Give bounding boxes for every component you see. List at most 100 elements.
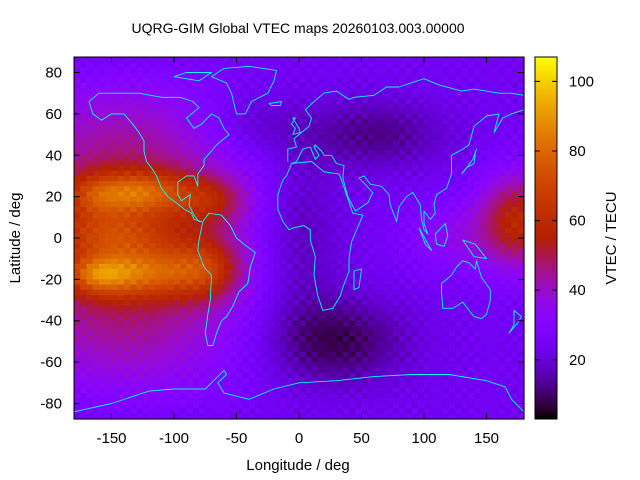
heatmap-cell — [180, 294, 188, 301]
heatmap-cell — [261, 93, 269, 99]
heatmap-cell — [161, 201, 169, 208]
heatmap-cell — [492, 248, 500, 255]
heatmap-cell — [430, 243, 438, 249]
heatmap-cell — [342, 212, 350, 218]
heatmap-cell — [436, 88, 444, 94]
heatmap-cell — [286, 212, 294, 218]
heatmap-cell — [486, 155, 494, 162]
heatmap-cell — [486, 243, 494, 249]
heatmap-cell — [149, 310, 156, 317]
heatmap-cell — [155, 98, 163, 105]
heatmap-cell — [142, 227, 150, 234]
heatmap-cell — [386, 413, 394, 420]
heatmap-cell — [480, 72, 488, 79]
heatmap-cell — [105, 393, 113, 399]
heatmap-cell — [217, 269, 225, 275]
heatmap-cell — [80, 305, 88, 311]
heatmap-cell — [392, 269, 400, 275]
heatmap-cell — [349, 336, 356, 343]
heatmap-cell — [242, 346, 250, 353]
heatmap-cell — [142, 372, 150, 379]
heatmap-cell — [155, 155, 163, 162]
heatmap-cell — [174, 320, 181, 327]
heatmap-cell — [299, 119, 306, 125]
heatmap-cell — [124, 341, 131, 348]
heatmap-cell — [92, 88, 100, 94]
heatmap-cell — [261, 377, 269, 384]
heatmap-cell — [367, 263, 375, 270]
heatmap-cell — [199, 336, 206, 343]
heatmap-cell — [305, 243, 313, 249]
heatmap-cell — [505, 398, 513, 405]
heatmap-cell — [286, 155, 294, 162]
heatmap-cell — [349, 160, 356, 167]
heatmap-cell — [74, 88, 81, 94]
heatmap-cell — [411, 103, 419, 110]
heatmap-cell — [480, 372, 488, 379]
heatmap-cell — [211, 155, 219, 162]
heatmap-cell — [255, 103, 263, 110]
heatmap-cell — [399, 108, 406, 115]
heatmap-cell — [105, 212, 113, 218]
heatmap-cell — [80, 310, 88, 317]
heatmap-cell — [255, 129, 263, 136]
heatmap-cell — [311, 294, 319, 301]
heatmap-cell — [480, 160, 488, 167]
heatmap-cell — [117, 170, 125, 177]
heatmap-cell — [249, 274, 256, 280]
heatmap-cell — [99, 248, 106, 255]
heatmap-cell — [405, 217, 413, 224]
heatmap-cell — [174, 310, 181, 317]
heatmap-cell — [380, 144, 388, 151]
heatmap-cell — [330, 382, 338, 389]
heatmap-cell — [292, 222, 300, 229]
heatmap-cell — [280, 129, 288, 136]
heatmap-cell — [461, 139, 469, 146]
heatmap-cell — [280, 341, 288, 348]
heatmap-cell — [167, 331, 175, 337]
heatmap-cell — [486, 232, 494, 239]
heatmap-cell — [124, 88, 131, 94]
heatmap-cell — [430, 248, 438, 255]
heatmap-cell — [149, 201, 156, 208]
heatmap-cell — [380, 103, 388, 110]
heatmap-cell — [317, 315, 325, 322]
heatmap-cell — [267, 248, 275, 255]
heatmap-cell — [155, 258, 163, 265]
heatmap-cell — [411, 144, 419, 151]
heatmap-cell — [274, 243, 281, 249]
heatmap-cell — [105, 165, 113, 172]
heatmap-cell — [224, 57, 231, 63]
heatmap-cell — [411, 134, 419, 141]
heatmap-cell — [461, 367, 469, 374]
heatmap-cell — [511, 341, 519, 348]
heatmap-cell — [167, 253, 175, 260]
heatmap-cell — [499, 62, 506, 68]
heatmap-cell — [255, 398, 263, 405]
heatmap-cell — [255, 139, 263, 146]
heatmap-cell — [249, 356, 256, 363]
heatmap-cell — [274, 82, 281, 89]
heatmap-cell — [486, 310, 494, 317]
heatmap-cell — [167, 377, 175, 384]
heatmap-cell — [505, 77, 513, 84]
heatmap-cell — [317, 408, 325, 415]
heatmap-cell — [474, 232, 481, 239]
heatmap-cell — [442, 362, 450, 368]
heatmap-cell — [174, 170, 181, 177]
heatmap-cell — [330, 88, 338, 94]
heatmap-cell — [242, 227, 250, 234]
heatmap-cell — [399, 77, 406, 84]
heatmap-cell — [324, 238, 331, 244]
heatmap-cell — [124, 175, 131, 182]
heatmap-cell — [286, 186, 294, 193]
heatmap-cell — [149, 170, 156, 177]
heatmap-cell — [430, 82, 438, 89]
heatmap-cell — [92, 165, 100, 172]
heatmap-cell — [167, 72, 175, 79]
heatmap-cell — [336, 181, 344, 187]
heatmap-cell — [417, 294, 425, 301]
heatmap-cell — [186, 413, 194, 420]
heatmap-cell — [355, 67, 363, 74]
heatmap-cell — [349, 325, 356, 332]
